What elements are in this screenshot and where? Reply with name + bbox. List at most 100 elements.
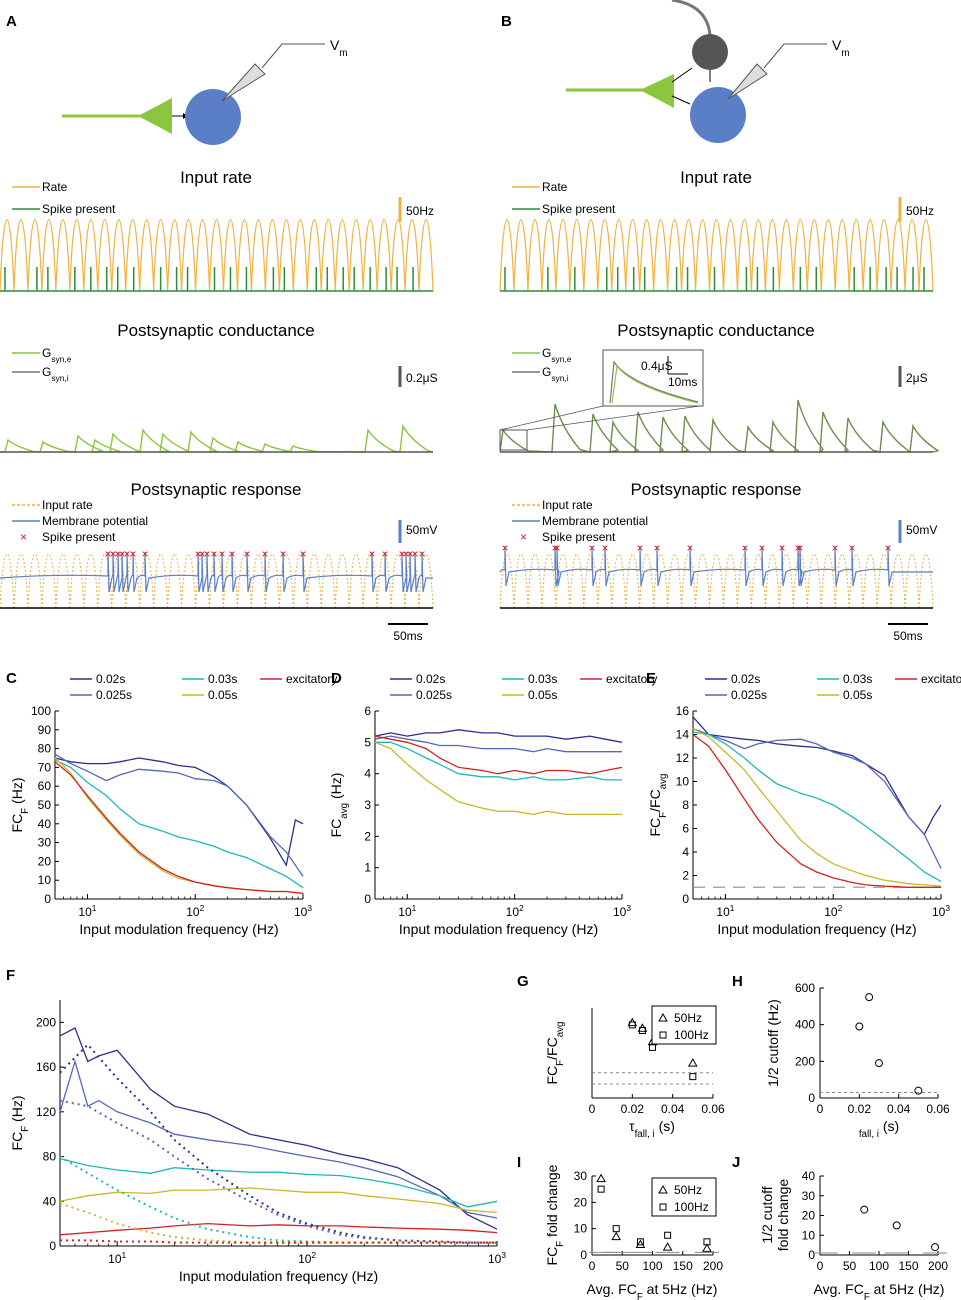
legend-label-s002: 0.02s [731,672,760,686]
x-tick-label: 101 [78,903,96,919]
time-scale-label: 50ms [393,629,422,643]
legend-ge-label: Gsyn,e [42,346,72,364]
series-s003 [54,759,304,889]
y-tick-label: 12 [676,751,690,765]
legend-label-s003: 0.03s [528,672,557,686]
square-marker [612,1225,620,1233]
spike-marker: × [794,541,801,555]
spike-marker: × [198,547,205,561]
x-tick-label: 101 [716,903,734,919]
legend-resp-spike-label: Spike present [542,530,616,544]
series-s0025 [59,1059,498,1219]
y-tick-label: 0 [682,892,689,906]
membrane-potential-trace [0,551,433,593]
y-tick-label: 6 [682,822,689,836]
y-tick-label: 80 [38,742,52,756]
x-tick-label: 100 [642,1259,662,1273]
panel-label-b: B [501,13,512,30]
spike-marker: × [551,541,558,555]
x-tick-label: 102 [298,1250,316,1266]
legend-label-exc: excitatory [286,672,337,686]
inset-zoom-line [526,405,701,431]
response-title: Postsynaptic response [630,480,801,499]
spike-marker: × [553,541,560,555]
spike-marker: × [741,541,748,555]
y-tick-label: 16 [676,704,690,718]
x-axis-label: Avg. FCF at 5Hz (Hz) [587,1281,718,1300]
x-tick-label: 0.02 [848,1102,872,1116]
y-tick-label: 30 [38,836,52,850]
y-axis-label: FCF (Hz) [9,778,31,833]
spike-marker: × [104,547,111,561]
y-tick-label: 40 [43,1194,57,1208]
y-tick-label: 600 [795,981,815,995]
panel-label-f: F [6,967,15,984]
legend-resp-rate-label: Input rate [542,498,593,512]
conductance-ge-trace [499,399,940,454]
triangle-marker [687,1058,698,1067]
square-marker [689,1073,697,1081]
x-tick-label: 101 [108,1250,126,1266]
postsynaptic-neuron-icon [185,89,241,145]
y-tick-label: 70 [38,760,52,774]
spike-marker: × [141,547,148,561]
x-axis-label: Avg. FCF at 5Hz (Hz) [814,1281,945,1300]
circle-marker [892,1221,901,1230]
square-marker [664,1231,672,1239]
y-tick-label: 6 [364,704,371,718]
square-marker [659,1203,667,1211]
spike-marker: × [368,547,375,561]
x-tick-label: 102 [824,903,842,919]
conductance-scale-label: 0.2μS [406,371,438,385]
legend-label-s003: 0.03s [843,672,872,686]
x-tick-label: 150 [673,1259,693,1273]
x-tick-label: 0.04 [661,1102,685,1116]
vm-scale-label: 50mV [406,523,437,537]
x-axis-label: Input modulation frequency (Hz) [399,921,598,937]
series-exc [54,761,304,895]
legend-50hz-label: 50Hz [674,1011,702,1025]
triangle-marker [662,1242,673,1251]
y-tick-label: 400 [795,1018,815,1032]
panel-label-d: D [331,670,342,687]
legend-spike-marker-icon: × [520,530,527,544]
legend-label-s0025: 0.025s [96,688,132,702]
spike-marker: × [848,541,855,555]
y-tick-label: 2 [364,829,371,843]
panel-label-i: I [517,1154,521,1171]
input-rate-trace [499,219,934,292]
spike-marker: × [261,547,268,561]
triangle-marker [658,1012,668,1022]
response-title: Postsynaptic response [130,480,301,499]
x-tick-label: 200 [928,1259,948,1273]
y-tick-label: 10 [574,1222,588,1236]
x-tick-label: 0 [817,1102,824,1116]
y-tick-label: 20 [574,1195,588,1209]
spike-marker: × [299,547,306,561]
series-s005 [59,1187,498,1214]
spike-marker: × [758,541,765,555]
x-tick-label: 0 [589,1102,596,1116]
series-s005-dotted [59,1202,497,1244]
y-tick-label: 4 [364,767,371,781]
triangle-marker [658,1184,668,1194]
legend-label-s002: 0.02s [416,672,445,686]
y-tick-label: 5 [364,735,371,749]
square-marker [636,1238,644,1246]
rate-scale-label: 50Hz [906,204,934,218]
x-axis-label: τfall, i (s) [629,1118,675,1140]
y-tick-label: 120 [36,1105,56,1119]
series-s002-dotted [59,1043,497,1244]
legend-vm-label: Membrane potential [542,514,648,528]
x-tick-label: 103 [613,903,631,919]
spike-marker: × [218,547,225,561]
y-tick-label: 3 [364,798,371,812]
conductance-title: Postsynaptic conductance [117,321,315,340]
panel-label-g: G [517,973,529,990]
inset-zoom-line [499,405,604,431]
series-s005 [54,757,304,895]
triangle-marker [596,1173,606,1183]
y-tick-label: 200 [795,1054,815,1068]
x-tick-label: 0.06 [926,1102,950,1116]
